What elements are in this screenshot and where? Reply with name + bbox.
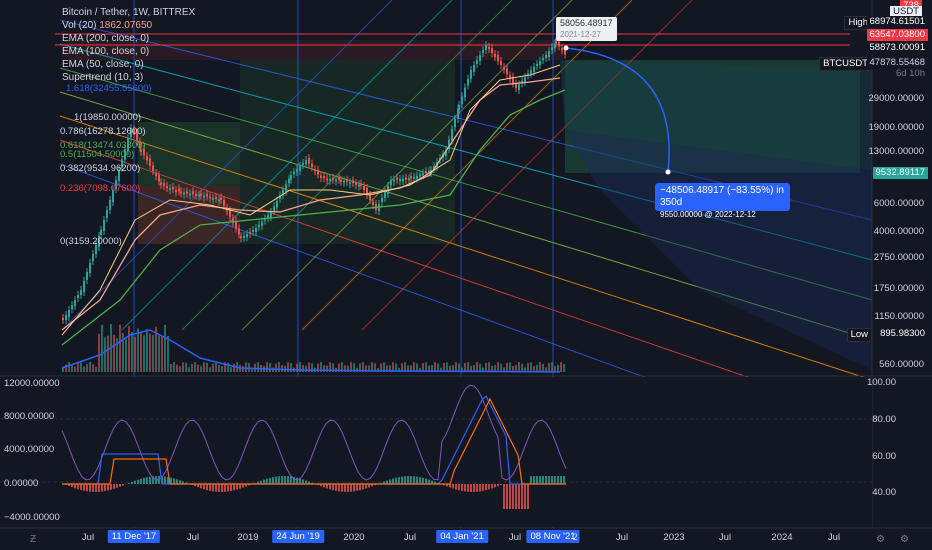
fib-level-label: 1(19850.00000) [74, 112, 142, 123]
time-tick: Jul [81, 532, 95, 543]
ema50-indicator[interactable]: EMA (50, close, 0) [62, 59, 144, 70]
candlesticks [62, 37, 566, 324]
supertrend-indicator[interactable]: Supertrend (10, 3) [62, 72, 144, 83]
fib-level-label: 0.236(7098.07600) [60, 183, 141, 194]
time-tick: 2023 [663, 532, 685, 543]
time-tick: Jul [186, 532, 200, 543]
projection-zone [240, 60, 455, 244]
price-tick: 1750.00000 [873, 283, 924, 294]
time-tick: 24 Jun '19 [272, 530, 324, 543]
price-tick: 1150.00000 [874, 311, 925, 322]
price-tag: 895.98300 [877, 328, 928, 340]
price-tick: 2750.00000 [873, 252, 924, 263]
rsi-line [61, 384, 567, 481]
macd-tick: 8000.00000 [4, 411, 55, 422]
gear-icon[interactable]: ⚙ [900, 534, 909, 545]
price-tick: 560.00000 [879, 359, 924, 370]
rsi-tick: 60.00 [872, 451, 896, 462]
price-tag: 63547.03800 [866, 29, 928, 41]
fib-level-label: 0.786(16278.12600) [60, 126, 146, 137]
time-tick: Jul [508, 532, 522, 543]
macd-tick: 4000.00000 [4, 444, 55, 455]
currency-tag[interactable]: USDT [890, 6, 922, 18]
price-tag-label: Low [846, 328, 872, 342]
time-tick: 08 Nov '21 [526, 530, 580, 543]
fib-level-label: 0.618(13474.03800) [60, 140, 146, 151]
time-tick: 2020 [343, 532, 365, 543]
rsi-tick: 40.00 [872, 487, 896, 498]
fib-level-label: 0(3159.20000) [60, 236, 122, 247]
price-tag: 47878.55468 [866, 57, 928, 69]
time-tick: 2019 [237, 532, 259, 543]
fib-zone-red [138, 186, 240, 244]
time-tick: Jul [827, 532, 841, 543]
price-tick: 13000.00000 [868, 146, 924, 157]
time-tick: 2024 [771, 532, 793, 543]
price-tag: 68974.61501 [866, 16, 928, 28]
ema100-indicator[interactable]: EMA (100, close, 0) [62, 46, 150, 57]
time-tick: Jul [718, 532, 732, 543]
price-tick: 29000.00000 [868, 93, 924, 104]
moving-averages [61, 64, 566, 346]
fib-level-label: 0.5(11504.50000) [60, 149, 135, 160]
price-tick: 19000.00000 [868, 122, 924, 133]
chart-title: Bitcoin / Tether, 1W, BITTREX [62, 7, 196, 18]
volume-bars [61, 324, 565, 373]
time-tick: Jul [615, 532, 629, 543]
price-tag-label: BTCUSDT [819, 57, 872, 71]
macd-tick: 0.00000 [4, 478, 39, 489]
time-tick: 2 [572, 532, 578, 543]
rsi-tick: 100.00 [866, 377, 896, 388]
ema200-indicator[interactable]: EMA (200, close, 0) [62, 33, 150, 44]
time-tick: 04 Jan '21 [436, 530, 488, 543]
signal-line [62, 397, 566, 485]
price-tag: 9532.89117 [872, 167, 928, 179]
macd-tick: 12000.00000 [4, 378, 60, 389]
price-tick: 4000.00000 [873, 226, 924, 237]
measure-start[interactable] [563, 45, 569, 51]
price-tag: 58873.00091 [866, 42, 928, 54]
macd-histogram [62, 476, 565, 509]
settings-icon[interactable]: ⚙ [876, 534, 885, 545]
rsi-tick: 80.00 [872, 414, 896, 425]
indicator-legend: Bitcoin / Tether, 1W, BITTREX Vol (20) 1… [62, 6, 195, 84]
price-tick: 6000.00000 [873, 198, 924, 209]
time-tick: Jul [403, 532, 417, 543]
macd-tick: −4000.00000 [4, 512, 60, 523]
time-tick: 11 Dec '17 [107, 530, 161, 543]
price-tag: 6d 10h [892, 68, 928, 80]
lower-panel [0, 377, 872, 527]
fib-level-label: 0.382(9534.96200) [60, 163, 141, 174]
measure-tooltip: −48506.48917 (−83.55%) in 350d 9550.0000… [655, 183, 790, 219]
fib-1618: 1.618(32455.55600) [66, 83, 152, 94]
vol-indicator[interactable]: Vol (20) 1862.07650 [62, 20, 153, 31]
timezone-icon[interactable]: Ƶ [30, 534, 37, 545]
measure-end[interactable] [665, 169, 671, 175]
measure-arc [565, 47, 670, 173]
peak-price-label: 58056.48917 2021-12-27 [556, 17, 617, 41]
